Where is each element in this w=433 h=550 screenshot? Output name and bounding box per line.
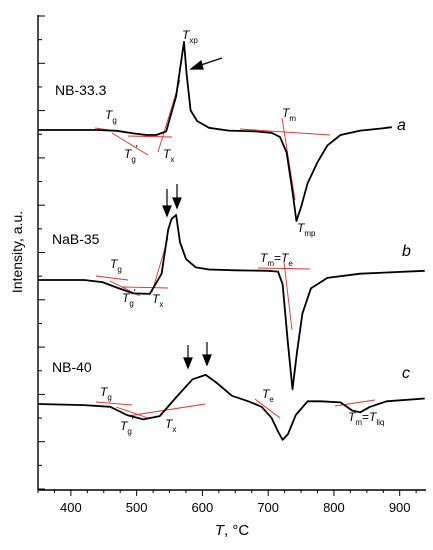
x-tick-label: 700 xyxy=(257,500,279,515)
panel-letter-c: c xyxy=(402,365,410,382)
tangent-lines xyxy=(94,79,376,419)
series-line-a xyxy=(38,40,392,222)
annotation-b-tx: Tx xyxy=(152,292,163,309)
annotation-c-tm-tliq: Tm=Tliq xyxy=(348,410,384,427)
tangent-b-baseline-mid xyxy=(121,286,169,289)
annotation-c-te: Te xyxy=(262,387,274,404)
tangent-c-baseline-mid xyxy=(127,403,206,417)
series-line-c xyxy=(37,374,425,441)
tangent-b-baseline-left xyxy=(95,275,129,281)
curves xyxy=(37,40,425,441)
annotation-a-tm: Tm xyxy=(282,106,296,123)
annotation-b-tg: Tg xyxy=(110,257,122,274)
panel-letter-b: b xyxy=(402,243,411,260)
y-ticks xyxy=(38,15,45,490)
annotation-a-tg-prime: Tg' xyxy=(124,144,138,164)
annotation-c-tg: Tg xyxy=(100,385,112,402)
annotation-c-tx: Tx xyxy=(165,417,176,434)
x-tick-label: 900 xyxy=(389,500,411,515)
tangent-a-melt-baseline xyxy=(239,128,331,136)
tangent-a-tg-slope xyxy=(111,132,149,156)
annotation-a-tx: Tx xyxy=(163,147,174,164)
arrow-a-txp-head xyxy=(189,59,204,70)
series-name-nb-40: NB-40 xyxy=(52,359,92,375)
tangent-b-melt-baseline xyxy=(257,267,311,270)
series-name-nb-33-3: NB-33.3 xyxy=(55,82,107,98)
tangent-c-te-slope xyxy=(254,398,281,419)
annotation-b-tg-prime: Tg' xyxy=(122,288,136,308)
annotation-c-tg-prime: Tg' xyxy=(120,416,134,436)
annotation-b-tm-te: Tm=Te xyxy=(260,251,293,268)
annotation-labels: Tg Tg' Tx Txp Tm Tmp Tg Tg' Tx Tm=Te Tg … xyxy=(100,28,384,436)
arrow-b-2-head xyxy=(172,197,182,210)
x-axis-label: T, °C xyxy=(215,522,250,539)
annotation-a-tmp: Tmp xyxy=(297,221,316,238)
x-tick-label: 800 xyxy=(323,500,345,515)
tangent-c-baseline-left xyxy=(95,401,133,406)
series-name-nab-35: NaB-35 xyxy=(52,231,100,247)
annotation-a-txp: Txp xyxy=(182,28,198,45)
x-ticks: 400 500 600 700 800 900 xyxy=(37,490,417,515)
x-tick-label: 400 xyxy=(60,500,82,515)
arrow-c-1-head xyxy=(183,357,193,370)
y-axis-label: Intensity, a.u. xyxy=(9,211,25,293)
series-line-b xyxy=(38,214,425,391)
arrow-c-2-head xyxy=(202,354,212,367)
x-tick-label: 600 xyxy=(192,500,214,515)
x-tick-label: 500 xyxy=(126,500,148,515)
tangent-a-baseline-mid xyxy=(127,135,173,138)
annotation-a-tg: Tg xyxy=(105,108,117,125)
arrows xyxy=(162,57,223,370)
tangent-c-tg-slope xyxy=(115,406,149,419)
tangent-c-liq-baseline xyxy=(334,399,376,407)
arrow-b-1-head xyxy=(162,205,172,218)
tangent-b-melt-slope xyxy=(283,261,293,331)
panel-letter-a: a xyxy=(397,117,406,134)
